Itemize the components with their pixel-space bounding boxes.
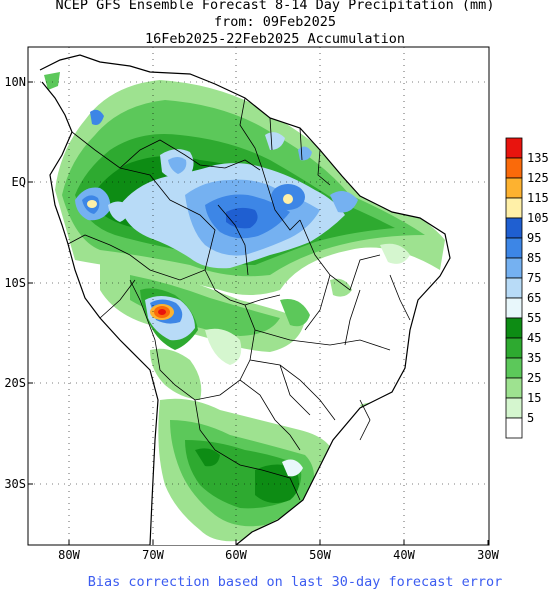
legend-label: 95 [527,231,541,245]
lat-label: 20S [4,376,26,390]
lat-label: 10S [4,276,26,290]
borders [67,97,411,501]
lon-label: 80W [58,548,80,562]
legend-label: 5 [527,411,534,425]
legend-swatch [505,397,523,419]
legend-swatch [505,357,523,379]
precipitation-legend: 135 125 115 105 95 85 75 65 55 45 35 25 15 5 [505,137,549,439]
lat-labels: 10N EQ 10S 20S 30S [4,75,26,491]
legend-label: 75 [527,271,541,285]
legend-label: 105 [527,211,549,225]
legend-label: 125 [527,171,549,185]
lon-label: 60W [225,548,247,562]
coastlines [39,54,451,545]
forecast-date: from: 09Feb2025 [214,14,336,30]
legend-swatch [505,257,523,279]
legend-swatch [505,157,523,179]
lon-label: 30W [477,548,499,562]
legend-swatch [505,377,523,399]
map-title: NCEP GFS Ensemble Forecast 8-14 Day Prec… [55,0,495,13]
lon-label: 70W [142,548,164,562]
legend-label: 115 [527,191,549,205]
lon-labels: 80W 70W 60W 50W 40W 30W [58,548,499,562]
legend-swatch [505,197,523,219]
legend-swatch [505,297,523,319]
graticule [28,47,489,545]
lat-label: 10N [4,75,26,89]
legend-label: 25 [527,371,541,385]
legend-label: 135 [527,151,549,165]
legend-swatch [505,177,523,199]
lon-label: 40W [393,548,415,562]
legend-swatch [505,217,523,239]
legend-label: 65 [527,291,541,305]
legend-swatch [505,277,523,299]
legend-swatch [505,337,523,359]
lat-label: EQ [12,175,26,189]
lat-label: 30S [4,477,26,491]
bias-correction-note: Bias correction based on last 30-day for… [87,574,503,590]
accumulation-period: 16Feb2025-22Feb2025 Accumulation [144,31,406,47]
legend-label: 55 [527,311,541,325]
legend-label: 35 [527,351,541,365]
lon-label: 50W [309,548,331,562]
legend-swatch [505,137,523,159]
legend-swatch [505,317,523,339]
legend-swatch [505,237,523,259]
legend-swatch [505,417,523,439]
axis-ticks [28,81,489,545]
legend-label: 85 [527,251,541,265]
legend-label: 45 [527,331,541,345]
legend-label: 15 [527,391,541,405]
